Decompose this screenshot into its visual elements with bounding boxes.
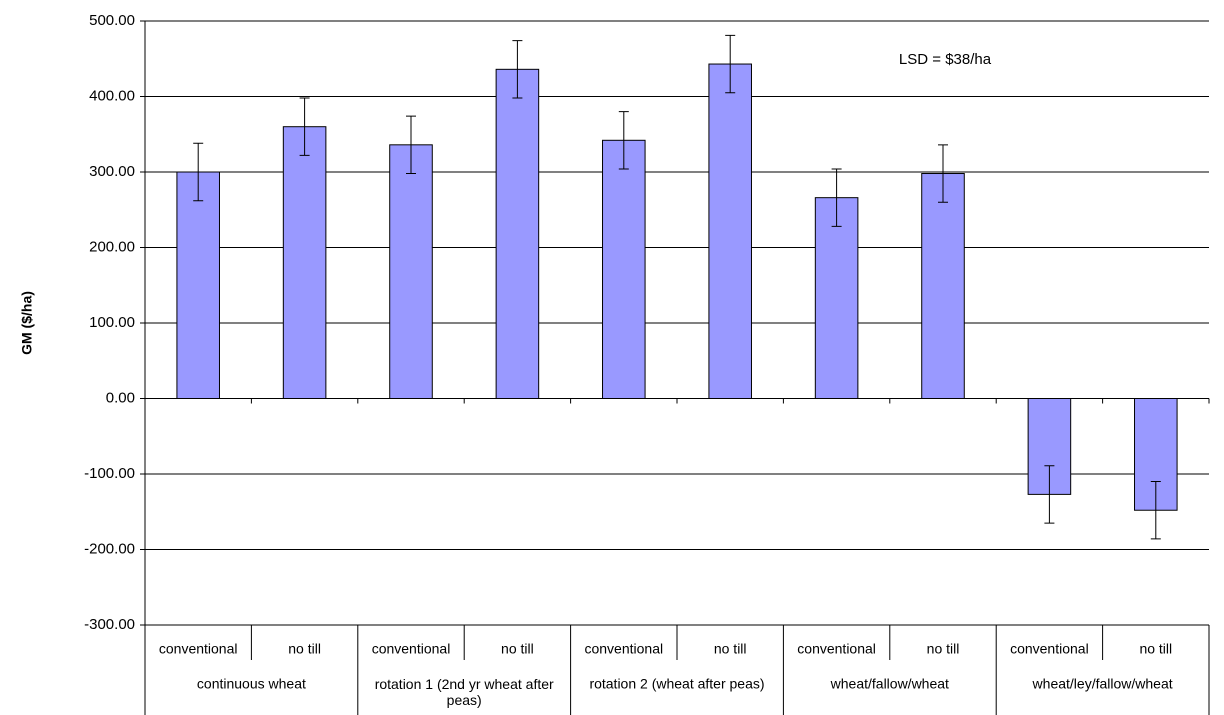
y-tick-label: 300.00 bbox=[89, 163, 135, 180]
error-bar bbox=[938, 144, 948, 203]
error-bar bbox=[1150, 481, 1161, 540]
bar bbox=[921, 173, 965, 399]
y-tick-label: -300.00 bbox=[84, 616, 135, 633]
y-tick-label: 200.00 bbox=[89, 238, 135, 255]
error-bar bbox=[193, 142, 204, 202]
x-tick-label: conventional bbox=[797, 641, 876, 657]
x-tick-label: conventional bbox=[372, 641, 451, 657]
y-tick-label: -100.00 bbox=[84, 465, 135, 482]
error-bar bbox=[512, 40, 523, 99]
y-tick-label: 0.00 bbox=[106, 389, 135, 406]
y-tick-label: 500.00 bbox=[89, 12, 135, 29]
y-tick-label: 400.00 bbox=[89, 87, 135, 104]
y-axis-label: GM ($/ha) bbox=[19, 291, 35, 355]
x-tick-label: conventional bbox=[1010, 641, 1089, 657]
bar bbox=[708, 63, 752, 399]
bar bbox=[389, 144, 433, 399]
y-tick-label: -200.00 bbox=[84, 540, 135, 557]
x-tick-label: no till bbox=[927, 641, 960, 657]
group-label: wheat/fallow/wheat bbox=[830, 676, 949, 692]
annotation: LSD = $38/ha bbox=[899, 51, 992, 68]
error-bar bbox=[299, 97, 310, 156]
bar bbox=[495, 68, 540, 399]
bar bbox=[176, 171, 220, 399]
group-label: rotation 2 (wheat after peas) bbox=[589, 676, 764, 692]
group-label: wheat/ley/fallow/wheat bbox=[1032, 676, 1173, 692]
error-bar bbox=[725, 34, 736, 94]
bar bbox=[814, 197, 859, 399]
x-tick-label: no till bbox=[501, 641, 534, 657]
error-bar bbox=[618, 111, 629, 170]
error-bar bbox=[406, 115, 416, 175]
group-label: rotation 1 (2nd yr wheat after peas) bbox=[375, 676, 554, 708]
x-tick-label: no till bbox=[714, 641, 747, 657]
x-tick-label: conventional bbox=[159, 641, 238, 657]
bar bbox=[602, 139, 646, 399]
y-tick-label: 100.00 bbox=[89, 314, 135, 331]
x-tick-label: no till bbox=[288, 641, 321, 657]
x-tick-label: conventional bbox=[584, 641, 663, 657]
x-tick-label: no till bbox=[1139, 641, 1172, 657]
bar bbox=[282, 126, 327, 399]
group-label: continuous wheat bbox=[197, 676, 306, 692]
error-bar bbox=[1044, 465, 1055, 524]
error-bar bbox=[831, 168, 842, 227]
